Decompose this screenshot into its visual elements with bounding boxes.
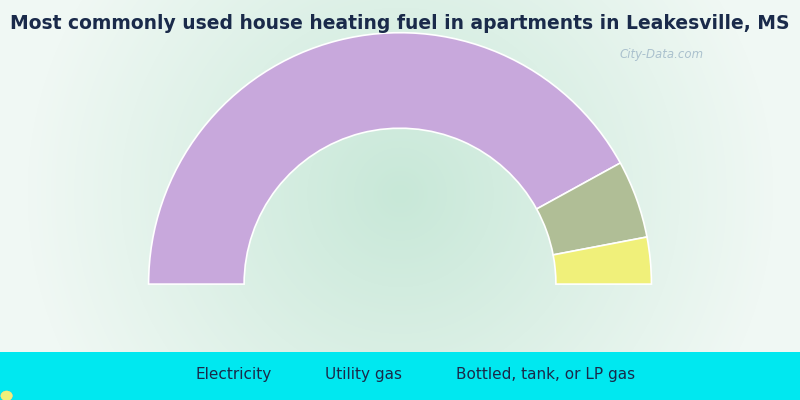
- Wedge shape: [553, 237, 651, 284]
- Wedge shape: [537, 163, 647, 255]
- Legend: Electricity, Utility gas, Bottled, tank, or LP gas: Electricity, Utility gas, Bottled, tank,…: [159, 361, 641, 388]
- Wedge shape: [149, 33, 620, 284]
- Text: Most commonly used house heating fuel in apartments in Leakesville, MS: Most commonly used house heating fuel in…: [10, 14, 790, 33]
- Text: City-Data.com: City-Data.com: [620, 48, 704, 61]
